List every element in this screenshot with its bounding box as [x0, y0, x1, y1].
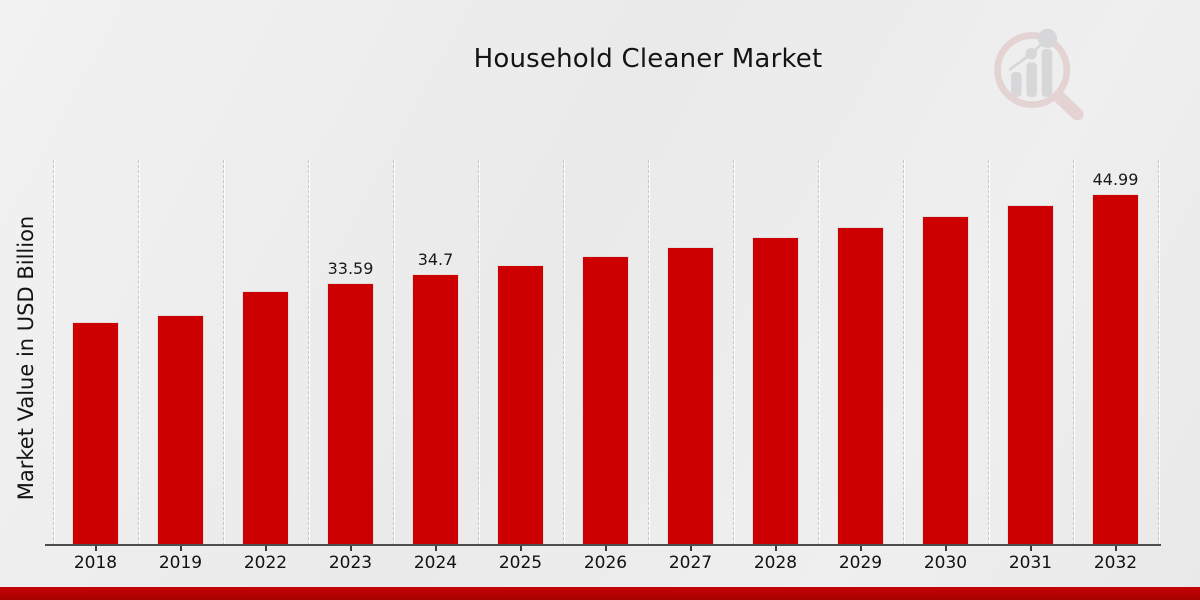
vertical-gridline: [1073, 160, 1074, 545]
vertical-gridline: [223, 160, 224, 545]
vertical-gridline: [903, 160, 904, 545]
x-tick-label-2025: 2025: [498, 553, 543, 573]
bar-2018: [72, 322, 119, 545]
magnifier-chart-icon: [994, 28, 1084, 121]
x-tick-label-2023: 2023: [328, 553, 373, 573]
vertical-gridline: [563, 160, 564, 545]
plot-area: 2018 2019 2022 33.59 2023 34.7 2024 2025 2026 202…: [53, 160, 1159, 573]
value-label-2024: 34.7: [417, 250, 454, 270]
x-tick-label-2024: 2024: [413, 553, 458, 573]
bar-2026: [582, 256, 629, 545]
x-tick-mark: [179, 545, 182, 551]
vertical-gridline: [648, 160, 649, 545]
vertical-gridline: [393, 160, 394, 545]
vertical-gridline: [988, 160, 989, 545]
x-tick-label-2030: 2030: [923, 553, 968, 573]
x-tick-label-2018: 2018: [73, 553, 118, 573]
bar-2029: [837, 226, 884, 545]
x-tick-mark: [349, 545, 352, 551]
x-tick-mark: [604, 545, 607, 551]
x-tick-mark: [774, 545, 777, 551]
x-tick-mark: [859, 545, 862, 551]
bar-2027: [667, 246, 714, 545]
x-tick-mark: [519, 545, 522, 551]
bar-2032: [1092, 194, 1139, 545]
x-tick-label-2028: 2028: [753, 553, 798, 573]
bar-2025: [497, 265, 544, 545]
value-label-2032: 44.99: [1092, 170, 1139, 190]
bar-2022: [242, 291, 289, 545]
bar-2030: [922, 216, 969, 545]
x-tick-mark: [434, 545, 437, 551]
x-tick-label-2026: 2026: [583, 553, 628, 573]
market-research-future-logo: [988, 24, 1084, 121]
x-axis-line: [45, 544, 1161, 546]
x-tick-mark: [944, 545, 947, 551]
vertical-gridline: [478, 160, 479, 545]
vertical-gridline: [733, 160, 734, 545]
x-tick-label-2029: 2029: [838, 553, 883, 573]
bar-2023: [327, 283, 374, 545]
x-tick-mark: [94, 545, 97, 551]
bar-2024: [412, 274, 459, 545]
vertical-gridline: [138, 160, 139, 545]
x-tick-label-2032: 2032: [1093, 553, 1138, 573]
bar-2028: [752, 236, 799, 545]
vertical-gridline: [818, 160, 819, 545]
x-tick-mark: [1029, 545, 1032, 551]
x-tick-label-2022: 2022: [243, 553, 288, 573]
x-tick-mark: [689, 545, 692, 551]
value-label-2023: 33.59: [327, 259, 374, 278]
vertical-gridline: [53, 160, 54, 545]
bar-2019: [157, 314, 204, 545]
x-tick-mark: [264, 545, 267, 551]
vertical-gridline: [1158, 160, 1159, 545]
x-tick-mark: [1114, 545, 1117, 551]
vertical-gridline: [308, 160, 309, 545]
chart-title: Household Cleaner Market: [473, 44, 823, 74]
x-tick-label-2019: 2019: [158, 553, 203, 573]
y-axis-label: Market Value in USD Billion: [14, 215, 38, 501]
bottom-accent-bar: [0, 587, 1200, 600]
x-tick-label-2031: 2031: [1008, 553, 1053, 573]
bar-2031: [1007, 205, 1054, 545]
x-tick-label-2027: 2027: [668, 553, 713, 573]
